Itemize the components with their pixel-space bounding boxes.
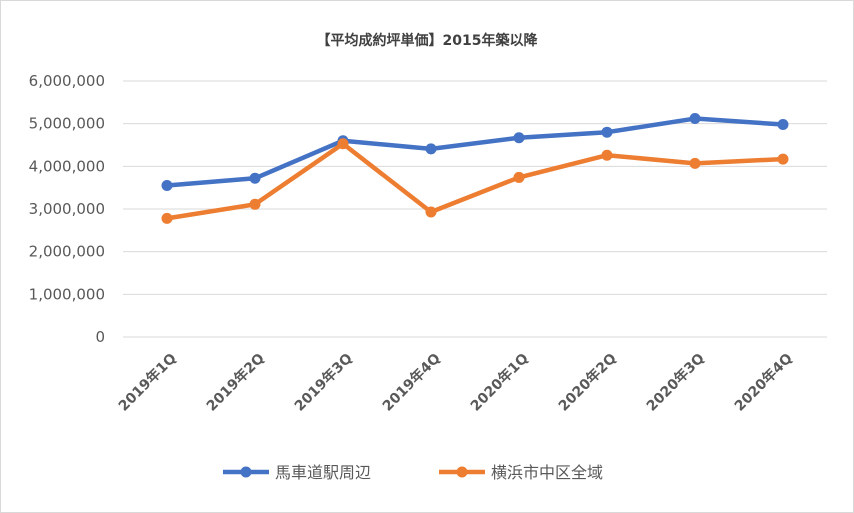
data-point bbox=[777, 119, 789, 131]
data-point bbox=[689, 113, 701, 125]
data-point bbox=[249, 198, 261, 210]
data-point bbox=[161, 180, 173, 192]
data-point bbox=[689, 157, 701, 169]
y-tick-label: 4,000,000 bbox=[29, 157, 105, 175]
data-point bbox=[425, 143, 437, 155]
y-tick-label: 0 bbox=[95, 328, 105, 346]
legend-label: 横浜市中区全域 bbox=[491, 463, 603, 482]
y-tick-label: 5,000,000 bbox=[29, 115, 105, 133]
x-tick-label: 2019年1Q bbox=[115, 350, 180, 415]
series-lines bbox=[161, 113, 789, 224]
x-tick-label: 2020年3Q bbox=[643, 350, 708, 415]
x-tick-label: 2020年4Q bbox=[731, 350, 796, 415]
data-point bbox=[601, 126, 613, 138]
legend-marker bbox=[456, 466, 468, 478]
x-tick-label: 2020年2Q bbox=[555, 350, 620, 415]
data-point bbox=[337, 138, 349, 150]
data-point bbox=[161, 212, 173, 224]
data-point bbox=[601, 149, 613, 161]
series-line bbox=[166, 116, 784, 188]
x-tick-label: 2019年2Q bbox=[203, 350, 268, 415]
legend: 馬車道駅周辺 横浜市中区全域 bbox=[223, 463, 603, 482]
y-tick-label: 3,000,000 bbox=[29, 200, 105, 218]
x-tick-label: 2019年4Q bbox=[379, 350, 444, 415]
legend-label: 馬車道駅周辺 bbox=[275, 463, 371, 482]
chart-title: 【平均成約坪単価】2015年築以降 bbox=[317, 32, 539, 49]
y-tick-label: 1,000,000 bbox=[29, 285, 105, 303]
y-axis-ticks: 0 1,000,000 2,000,000 3,000,000 4,000,000 5,0… bbox=[29, 72, 105, 346]
y-tick-label: 2,000,000 bbox=[29, 243, 105, 261]
y-tick-label: 6,000,000 bbox=[29, 72, 105, 90]
data-point bbox=[249, 172, 261, 184]
data-point bbox=[513, 132, 525, 144]
x-tick-label: 2019年3Q bbox=[291, 350, 356, 415]
x-axis-ticks: 2019年1Q 2019年2Q 2019年3Q 2019年4Q 2020年1Q 2020年… bbox=[115, 350, 796, 415]
series-line bbox=[166, 141, 784, 221]
gridlines bbox=[123, 80, 827, 338]
data-point bbox=[425, 206, 437, 218]
data-point bbox=[777, 153, 789, 165]
legend-marker bbox=[240, 466, 252, 478]
data-point bbox=[513, 171, 525, 183]
x-tick-label: 2020年1Q bbox=[467, 350, 532, 415]
